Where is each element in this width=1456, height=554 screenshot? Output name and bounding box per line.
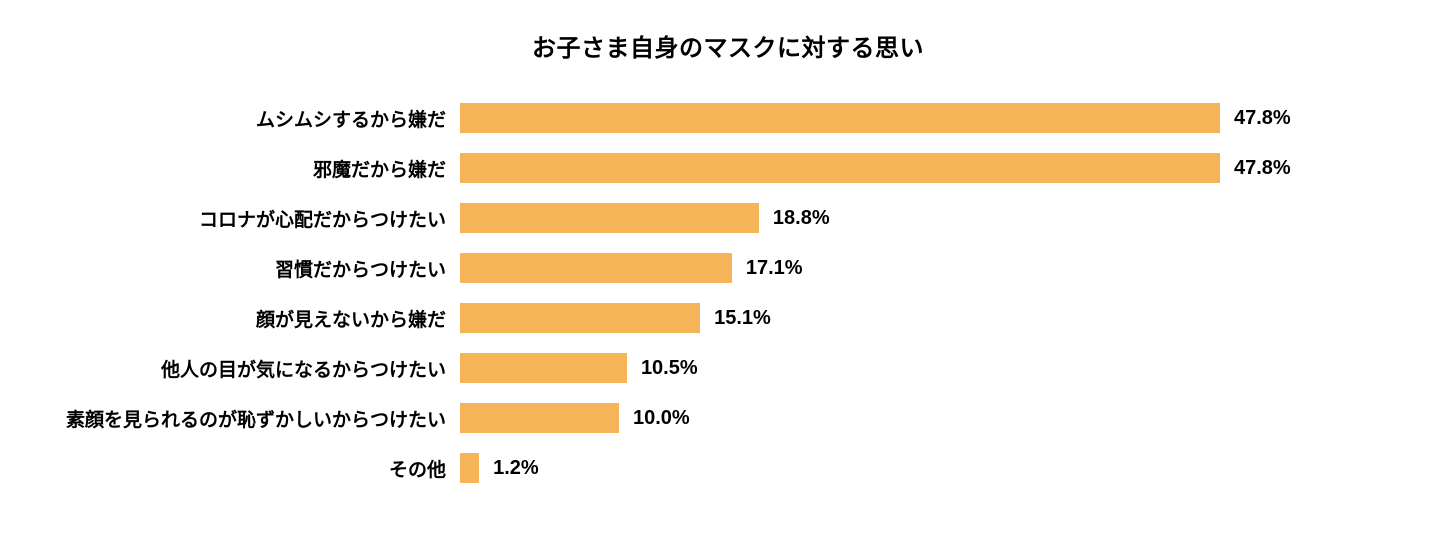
bar-label: 邪魔だから嫌だ <box>60 155 460 182</box>
bar-row: 他人の目が気になるからつけたい 10.5% <box>60 343 1396 393</box>
bar-track: 10.0% <box>460 403 1396 433</box>
bar-row: 習慣だからつけたい 17.1% <box>60 243 1396 293</box>
bar-value: 18.8% <box>773 207 830 230</box>
bar-fill <box>460 203 759 233</box>
bar-track: 47.8% <box>460 153 1396 183</box>
bar-label: 他人の目が気になるからつけたい <box>60 355 460 382</box>
bar-fill <box>460 253 732 283</box>
bar-row: ムシムシするから嫌だ 47.8% <box>60 93 1396 143</box>
chart-title: お子さま自身のマスクに対する思い <box>60 28 1396 63</box>
bar-value: 47.8% <box>1234 107 1291 130</box>
bar-fill <box>460 153 1220 183</box>
bar-label: 素顔を見られるのが恥ずかしいからつけたい <box>60 405 460 432</box>
bar-row: 素顔を見られるのが恥ずかしいからつけたい 10.0% <box>60 393 1396 443</box>
bar-fill <box>460 403 619 433</box>
bar-track: 10.5% <box>460 353 1396 383</box>
bar-label: その他 <box>60 455 460 482</box>
bar-track: 18.8% <box>460 203 1396 233</box>
bar-fill <box>460 453 479 483</box>
bar-row: 顔が見えないから嫌だ 15.1% <box>60 293 1396 343</box>
bar-row: 邪魔だから嫌だ 47.8% <box>60 143 1396 193</box>
bar-track: 17.1% <box>460 253 1396 283</box>
chart-container: お子さま自身のマスクに対する思い ムシムシするから嫌だ 47.8% 邪魔だから嫌だ 4… <box>0 0 1456 554</box>
bar-fill <box>460 303 700 333</box>
bars-area: ムシムシするから嫌だ 47.8% 邪魔だから嫌だ 47.8% コロナが心配だからつけたい… <box>60 93 1396 493</box>
bar-value: 17.1% <box>746 257 803 280</box>
bar-label: 習慣だからつけたい <box>60 255 460 282</box>
bar-value: 47.8% <box>1234 157 1291 180</box>
bar-value: 10.5% <box>641 357 698 380</box>
bar-track: 1.2% <box>460 453 1396 483</box>
bar-label: ムシムシするから嫌だ <box>60 105 460 132</box>
bar-fill <box>460 103 1220 133</box>
bar-value: 10.0% <box>633 407 690 430</box>
bar-track: 47.8% <box>460 103 1396 133</box>
bar-row: その他 1.2% <box>60 443 1396 493</box>
bar-track: 15.1% <box>460 303 1396 333</box>
bar-row: コロナが心配だからつけたい 18.8% <box>60 193 1396 243</box>
bar-value: 15.1% <box>714 307 771 330</box>
bar-label: 顔が見えないから嫌だ <box>60 305 460 332</box>
bar-value: 1.2% <box>493 457 539 480</box>
bar-label: コロナが心配だからつけたい <box>60 205 460 232</box>
bar-fill <box>460 353 627 383</box>
